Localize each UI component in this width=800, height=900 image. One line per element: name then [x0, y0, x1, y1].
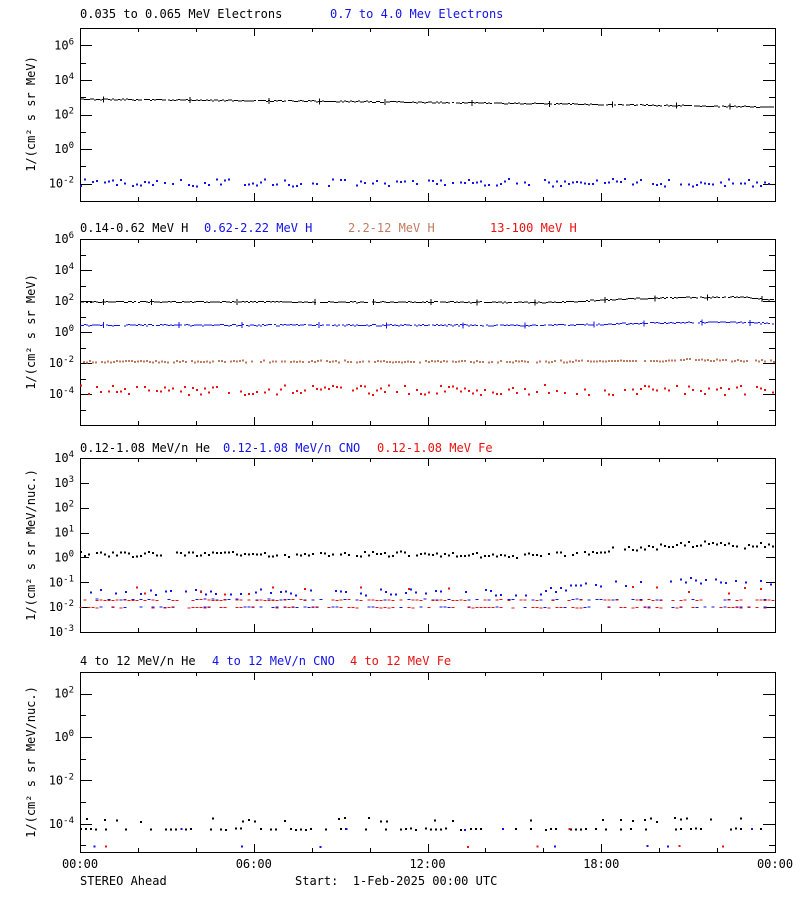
y-tick-label: 100: [54, 549, 74, 564]
legend-item: 0.7 to 4.0 Mev Electrons: [330, 7, 504, 21]
series-13-100-mev-h: [80, 384, 774, 397]
x-ticks: [80, 239, 776, 425]
legend-item: 0.12-1.08 MeV Fe: [377, 441, 493, 455]
y-axis-label-protons: 1/(cm² s sr MeV): [24, 274, 38, 390]
y-tick-label: 100: [54, 729, 74, 744]
y-ticks: 102 100 10-2 10-4: [49, 686, 775, 846]
x-axis-labels: 00:00 06:00 12:00 18:00 00:00: [0, 857, 800, 871]
y-tick-label: 10-2: [49, 772, 74, 787]
series-0-7-to-4-0-mev-electrons: [80, 178, 770, 188]
series-aux-2: [83, 598, 767, 601]
series-aux-6: [136, 585, 762, 596]
series-0-62-2-22-mev-h: [80, 319, 774, 329]
x-tick-label: 00:00: [756, 857, 794, 871]
y-tick-label: 10-1: [49, 574, 74, 589]
y-tick-label: 104: [54, 72, 74, 87]
legend-item: 0.12-1.08 MeV/n CNO: [223, 441, 361, 455]
legend-item: 4 to 12 MeV/n He: [80, 654, 196, 668]
y-tick-label: 102: [54, 107, 74, 122]
legend-item: 13-100 MeV H: [490, 221, 577, 235]
plot-frame: [80, 28, 776, 202]
spacecraft-label: STEREO Ahead: [80, 874, 167, 888]
legend-item: 0.14-0.62 MeV H: [80, 221, 189, 235]
series-4-to-12-mev-fe: [105, 828, 724, 849]
x-tick-label: 18:00: [583, 857, 620, 871]
series-aux-1: [86, 816, 742, 823]
y-tick-label: 10-2: [49, 355, 74, 370]
panel-heavy-ions-high: 102 100 10-2 10-4: [49, 672, 776, 853]
y-tick-label: 104: [54, 262, 74, 277]
y-axis-label-electrons: 1/(cm² s sr MeV): [24, 56, 38, 172]
x-tick-label: 00:00: [61, 857, 99, 871]
legend-item: 0.62-2.22 MeV H: [204, 221, 313, 235]
y-tick-label: 102: [54, 686, 74, 701]
series-4-to-12-mev-n-cno: [93, 828, 753, 849]
y-tick-label: 106: [54, 37, 74, 52]
x-tick-label: 06:00: [235, 857, 272, 871]
y-tick-label: 100: [54, 324, 74, 339]
y-axis-label-heavy-ions-low: 1/(cm² s sr MeV/nuc.): [24, 469, 38, 621]
y-tick-label: 100: [54, 141, 74, 156]
plot-frame: [80, 458, 776, 633]
legend-item: 0.12-1.08 MeV/n He: [80, 441, 211, 455]
legend-item: 4 to 12 MeV Fe: [350, 654, 452, 668]
y-ticks: 106 104 102 100 10-2: [49, 37, 775, 191]
x-ticks: [80, 458, 776, 632]
start-time-label: Start: 1-Feb-2025 00:00 UTC: [295, 874, 498, 888]
y-tick-label: 10-3: [49, 624, 74, 639]
series-0-035-to-0-065-mev-electrons: [80, 96, 774, 110]
panel-electrons-legend: 0.035 to 0.065 MeV Electrons 0.7 to 4.0 M…: [0, 7, 800, 22]
x-ticks: [80, 672, 776, 852]
series-2-2-12-mev-h: [83, 358, 775, 364]
y-tick-label: 101: [54, 525, 74, 540]
legend-item: 0.035 to 0.065 MeV Electrons: [80, 7, 283, 21]
series-aux-5: [79, 606, 767, 609]
series-0-12-1-08-mev-fe: [83, 599, 775, 602]
x-ticks: [80, 28, 776, 201]
y-tick-label: 102: [54, 500, 74, 515]
panel-protons-legend: 0.14-0.62 MeV H 0.62-2.22 MeV H 2.2-12 MeV…: [0, 221, 800, 236]
y-tick-label: 103: [54, 475, 74, 490]
series-0-12-1-08-mev-n-cno: [90, 576, 772, 597]
y-tick-label: 10-2: [49, 599, 74, 614]
series-0-14-0-62-mev-h: [80, 294, 774, 306]
plot-frame: [80, 239, 776, 426]
y-tick-label: 10-4: [49, 816, 74, 831]
series-4-to-12-mev-n-he: [80, 827, 762, 831]
y-tick-label: 10-4: [49, 386, 74, 401]
panel-electrons: 106 104 102 100 10-2: [49, 28, 776, 202]
y-tick-label: 102: [54, 293, 74, 308]
x-tick-label: 12:00: [409, 857, 446, 871]
legend-item: 4 to 12 MeV/n CNO: [212, 654, 335, 668]
y-tick-label: 10-2: [49, 176, 74, 191]
panel-heavy-ions-high-legend: 4 to 12 MeV/n He 4 to 12 MeV/n CNO 4 to 12…: [0, 654, 800, 669]
series-0-12-1-08-mev-n-he: [80, 540, 774, 559]
legend-item: 2.2-12 MeV H: [348, 221, 435, 235]
y-axis-label-heavy-ions-high: 1/(cm² s sr MeV/nuc.): [24, 686, 38, 838]
panel-heavy-ions-low-legend: 0.12-1.08 MeV/n He 0.12-1.08 MeV/n CNO 0.1…: [0, 441, 800, 456]
plot-frame: [80, 672, 776, 853]
